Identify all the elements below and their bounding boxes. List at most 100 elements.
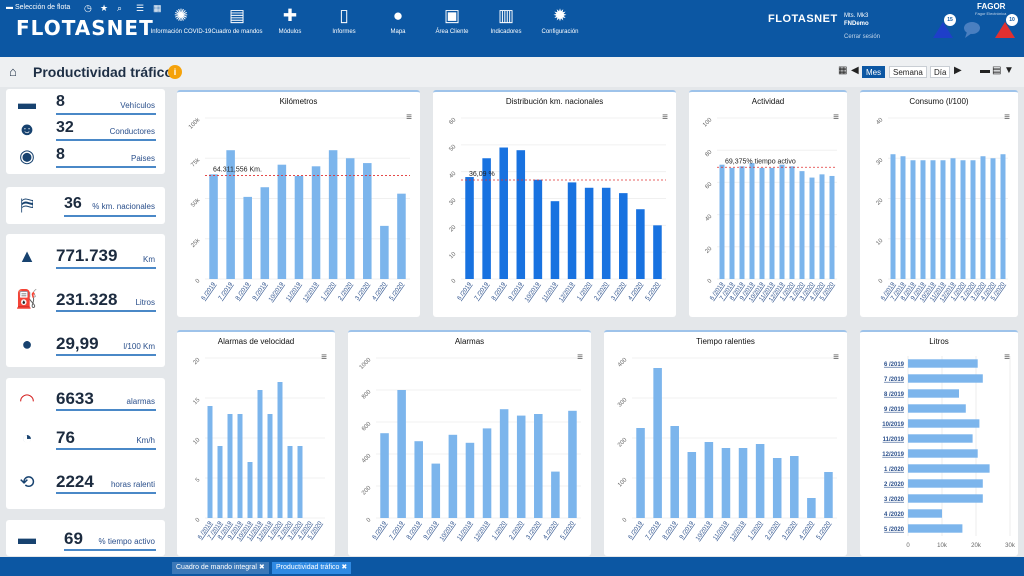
chart-actividad: 0 20 40 60 80 100 6 /2019 7 /2019 8 /2019 9 /2019… xyxy=(689,90,847,317)
x-tick-label: 1 /2020 xyxy=(747,520,764,540)
chart-title: Actividad xyxy=(751,97,785,106)
bar xyxy=(807,498,816,518)
grid-icon[interactable]: ▦ xyxy=(153,3,162,13)
bar xyxy=(297,446,303,518)
bar xyxy=(910,160,916,279)
bar xyxy=(653,368,662,518)
kpi-underline xyxy=(56,139,156,141)
notification-alerts[interactable]: 15 xyxy=(930,14,956,40)
nav-label: Configuración xyxy=(541,29,579,35)
menu-icon[interactable]: ≡ xyxy=(1004,112,1010,123)
notification-warnings[interactable]: 10 xyxy=(992,14,1018,40)
calendar-icon[interactable]: ▦ xyxy=(838,65,848,76)
bar xyxy=(970,160,976,279)
next-icon[interactable]: ▶ xyxy=(954,65,962,76)
bar xyxy=(397,193,406,279)
x-tick-label: 8 /2019 xyxy=(491,281,508,301)
close-icon[interactable]: ✖ xyxy=(258,564,265,571)
nav-client-area[interactable]: ▣ Área Cliente xyxy=(417,6,487,36)
tab-cuadro-mando[interactable]: Cuadro de mando integral ✖ xyxy=(172,562,269,574)
kpi-value: 8 xyxy=(56,146,65,163)
user-info: Mts. Mk3 FNDemo xyxy=(844,12,869,28)
tab-productividad[interactable]: Productividad tráfico ✖ xyxy=(272,562,352,574)
bar xyxy=(980,156,986,279)
x-tick-label: 9 /2019 xyxy=(252,281,269,301)
period-day-button[interactable]: Día xyxy=(930,66,951,78)
close-icon[interactable]: ✖ xyxy=(341,564,348,571)
filter-icon[interactable]: ▼ xyxy=(1004,65,1014,76)
bar xyxy=(267,414,273,518)
y-tick-label: 200 xyxy=(617,437,629,449)
x-tick-label: 2 /2020 xyxy=(764,520,781,540)
average-label: 69,375% tiempo activo xyxy=(725,158,796,165)
list-icon[interactable]: ☰ xyxy=(136,3,145,13)
bar xyxy=(824,472,833,518)
kpi-value: 29,99 xyxy=(56,334,99,353)
menu-icon[interactable]: ≡ xyxy=(833,352,839,363)
nav-covid-info[interactable]: ✺ Información COVID-19 xyxy=(146,6,216,36)
bar xyxy=(920,160,926,279)
menu-icon[interactable]: ≡ xyxy=(577,352,583,363)
x-tick-label: 10k xyxy=(937,543,948,549)
x-tick-label: 10/2019 xyxy=(695,520,713,542)
print-icon[interactable]: ▤ xyxy=(992,65,1002,76)
x-tick-label: 3 /2020 xyxy=(355,281,372,301)
y-tick-label: 4 /2020 xyxy=(884,512,905,518)
menu-icon[interactable]: ≡ xyxy=(1004,352,1010,363)
period-month-button[interactable]: Mes xyxy=(862,66,886,78)
top-navigation-bar: FLOTASNET ✺ Información COVID-19 ▤ Cuadro … xyxy=(0,0,1024,57)
bar xyxy=(397,390,406,518)
bar xyxy=(482,158,491,279)
notification-messages[interactable] xyxy=(961,14,987,40)
kpi-value: 36 xyxy=(64,195,82,212)
period-week-button[interactable]: Semana xyxy=(889,66,927,78)
nav-indicators[interactable]: ▥ Indicadores xyxy=(471,6,541,36)
y-tick-label: 40 xyxy=(704,213,713,222)
y-tick-label: 0 xyxy=(622,517,629,524)
nav-modules[interactable]: ✚ Módulos xyxy=(255,6,325,36)
clock-icon[interactable]: ◷ xyxy=(84,3,92,13)
logout-link[interactable]: Cerrar sesión xyxy=(844,34,881,40)
kpi-value: 32 xyxy=(56,119,74,136)
nav-reports[interactable]: ▯ Informes xyxy=(309,6,379,36)
bar xyxy=(207,406,213,518)
y-tick-label: 300 xyxy=(617,397,629,409)
chart-title: Alarmas de velocidad xyxy=(217,337,295,346)
kpi-label: % tiempo activo xyxy=(98,537,155,546)
bar xyxy=(908,524,963,533)
bar xyxy=(584,187,594,279)
info-icon[interactable]: i xyxy=(168,65,182,79)
y-tick-label: 6 /2019 xyxy=(884,362,905,368)
footer-brand: FAGOR xyxy=(977,2,1006,11)
chat-icon xyxy=(964,22,980,38)
menu-icon[interactable]: ≡ xyxy=(662,112,668,123)
bar xyxy=(908,449,978,458)
chart-litros: 0 10k 20k 30k 6 /2019 7 /2019 8 /2019 9 /2019 10… xyxy=(860,330,1018,556)
menu-icon[interactable]: ≡ xyxy=(321,352,327,363)
truck-icon: ▬ xyxy=(6,4,15,11)
nav-map[interactable]: ● Mapa xyxy=(363,6,433,36)
fleet-selection-link[interactable]: ▬ Selección de flota xyxy=(6,4,70,11)
bar xyxy=(601,187,611,279)
nav-label: Informes xyxy=(332,29,356,35)
bar xyxy=(209,174,218,279)
save-icon[interactable]: ▬ xyxy=(980,65,990,76)
nav-configuration[interactable]: ✹ Configuración xyxy=(525,6,595,36)
previous-icon[interactable]: ◀ xyxy=(851,65,859,76)
nav-dashboard[interactable]: ▤ Cuadro de mandos xyxy=(202,6,272,36)
bar xyxy=(990,158,996,279)
chart-alarmas-velocidad: 0 5 10 15 20 6 /2019 7 /2019 8 /2019 9 /2019 10/2… xyxy=(177,330,335,556)
y-tick-label: 60 xyxy=(704,181,713,190)
home-icon[interactable]: ⌂ xyxy=(9,64,17,79)
bar xyxy=(247,462,253,518)
bar xyxy=(719,164,725,279)
search-icon[interactable]: ⌕ xyxy=(117,3,123,13)
menu-icon[interactable]: ≡ xyxy=(833,112,839,123)
bar xyxy=(257,390,263,518)
truck-icon: ▬ xyxy=(18,93,36,113)
menu-icon[interactable]: ≡ xyxy=(406,112,412,123)
bar xyxy=(829,175,835,279)
star-icon[interactable]: ★ xyxy=(100,3,109,13)
speedometer-icon: ◠ xyxy=(19,390,35,410)
app-logo[interactable]: FLOTASNET xyxy=(16,16,154,40)
